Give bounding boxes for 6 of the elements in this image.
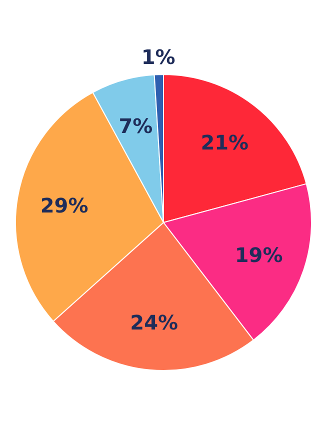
data-label: 7%: [118, 114, 153, 138]
data-label: 29%: [40, 193, 88, 218]
data-label: 21%: [200, 130, 249, 155]
data-label: 19%: [234, 242, 283, 267]
data-label: 24%: [130, 310, 178, 335]
data-label: 1%: [141, 44, 176, 69]
